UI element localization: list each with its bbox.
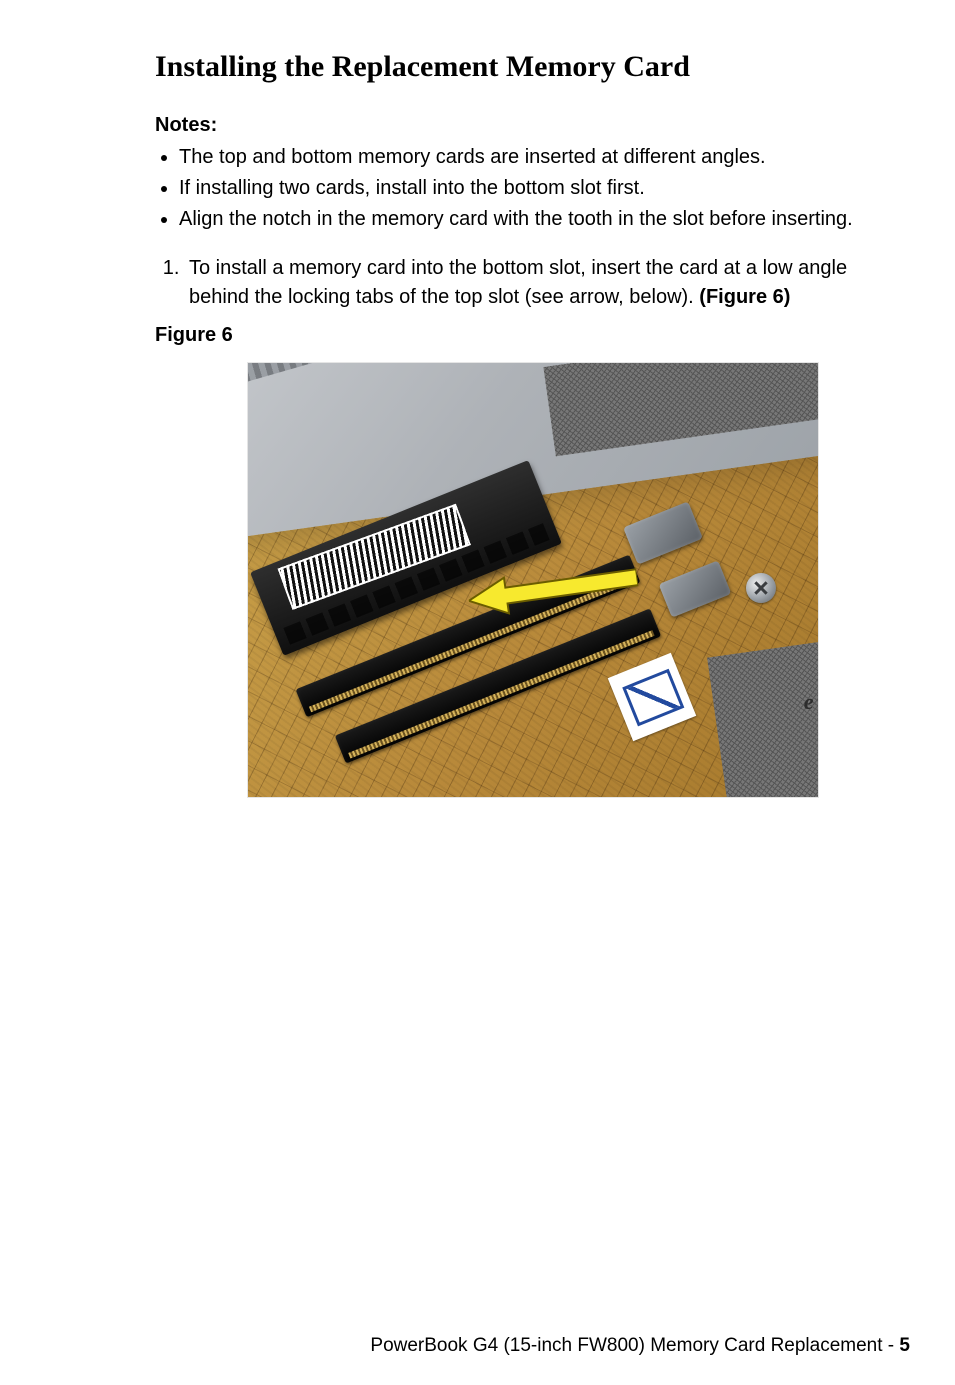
mesh-panel [707,630,818,797]
section-heading: Installing the Replacement Memory Card [155,50,910,84]
footer-text: PowerBook G4 (15-inch FW800) Memory Card… [370,1335,899,1356]
figure-reference: (Figure 6) [699,286,790,308]
steps-list: To install a memory card into the bottom… [155,254,910,312]
vent-grille [248,363,406,402]
footer-page-number: 5 [899,1335,910,1356]
cropped-edge-letter: e [804,689,814,715]
page: Installing the Replacement Memory Card N… [0,0,955,1385]
note-item: Align the notch in the memory card with … [179,205,910,234]
page-footer: PowerBook G4 (15-inch FW800) Memory Card… [370,1335,910,1357]
step-item: To install a memory card into the bottom… [185,254,910,312]
notes-label: Notes: [155,114,910,137]
figure-container: e [155,363,910,797]
note-item: The top and bottom memory cards are inse… [179,143,910,172]
screw-icon [746,573,776,603]
note-item: If installing two cards, install into th… [179,174,910,203]
notes-list: The top and bottom memory cards are inse… [155,143,910,234]
figure-image: e [248,363,818,797]
figure-label: Figure 6 [155,324,910,347]
